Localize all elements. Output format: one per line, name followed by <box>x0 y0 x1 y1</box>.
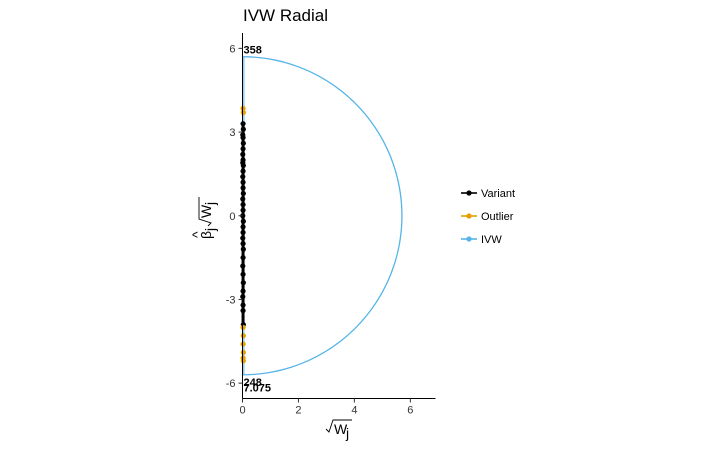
outlier-point <box>240 324 246 330</box>
y-tick-label: -3 <box>226 294 236 306</box>
legend-key-point <box>466 190 472 196</box>
x-tick-label: 4 <box>351 405 357 417</box>
y-axis-title-sub1: j <box>202 228 218 232</box>
outlier-point <box>240 109 246 116</box>
y-axis-title-hat: ^ <box>189 231 205 238</box>
x-tick-label: 6 <box>407 405 413 417</box>
legend: Variant Outlier IVW <box>461 188 515 246</box>
x-tick-label: 2 <box>295 405 301 417</box>
y-tick-label: -6 <box>226 378 236 390</box>
outlier-point <box>240 341 246 347</box>
x-tick-label: 0 <box>239 405 245 417</box>
legend-label: Variant <box>481 188 515 200</box>
x-axis-title-sub: j <box>345 425 349 441</box>
y-tick-label: 3 <box>229 127 235 139</box>
y-tick-label: 0 <box>229 211 235 223</box>
outlier-point <box>240 358 246 364</box>
y-axis: 6 3 0 -3 -6 <box>226 33 243 399</box>
x-axis-title-base: W <box>334 421 348 437</box>
outlier-point <box>240 333 246 339</box>
legend-key-point <box>466 236 472 242</box>
chart-title: IVW Radial <box>243 6 328 25</box>
point-label: 7.075 <box>244 382 272 394</box>
ivw-circle <box>242 56 403 376</box>
sqrt-symbol <box>325 419 352 433</box>
y-axis-title-beta: β <box>198 231 214 239</box>
y-tick-label: 6 <box>229 43 235 55</box>
outlier-point <box>240 349 246 356</box>
point-label: 358 <box>244 45 262 57</box>
y-axis-title: β ^ j W j <box>189 197 218 239</box>
legend-label: IVW <box>481 234 502 246</box>
sqrt-symbol <box>198 197 212 227</box>
legend-label: Outlier <box>481 211 514 223</box>
outlier-point <box>240 105 246 111</box>
y-axis-title-sub2: j <box>202 202 218 206</box>
x-axis: 0 2 4 6 <box>239 398 436 417</box>
x-axis-title: W j <box>325 419 352 441</box>
point-label: 248 <box>244 377 262 389</box>
legend-key-point <box>466 213 472 219</box>
y-axis-title-w: W <box>198 204 214 218</box>
